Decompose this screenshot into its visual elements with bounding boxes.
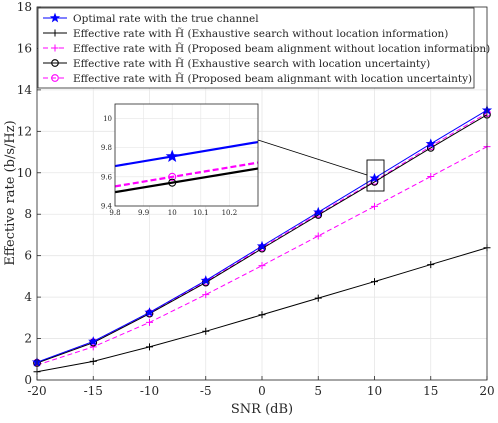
inset-plot: 9.8 9.9 10 10.1 10.2 9.4 9.6 9.8 10	[101, 103, 259, 217]
data-point	[146, 343, 153, 351]
inset-data-point	[168, 172, 177, 181]
inset-x-tick-label: 10.1	[193, 209, 209, 217]
y-tick-label: 0	[24, 373, 32, 387]
y-axis-label: Effective rate (b/s/Hz)	[3, 120, 18, 265]
data-point	[371, 278, 378, 286]
x-tick-label: 10	[367, 384, 382, 398]
legend-box	[37, 7, 475, 89]
data-point	[425, 138, 436, 149]
data-point	[258, 262, 266, 270]
inset-y-tick-label: 9.6	[101, 173, 113, 181]
inset-frame	[114, 103, 259, 207]
inset-series	[115, 140, 258, 194]
x-tick-label: 15	[423, 384, 438, 398]
data-point	[144, 307, 155, 317]
legend: Optimal rate with the true channel Effect…	[37, 7, 490, 89]
zoom-connector	[257, 139, 368, 176]
x-tick-label: -15	[84, 384, 103, 398]
x-tick-label: 5	[314, 384, 322, 398]
legend-marker	[51, 44, 59, 52]
y-tick-label: 8	[24, 207, 32, 221]
data-point	[258, 311, 266, 319]
inset-x-tick-label: 9.9	[138, 209, 149, 217]
legend-marker	[49, 12, 61, 23]
data-point	[369, 172, 380, 183]
inset-x-tick-label: 9.8	[109, 209, 120, 217]
legend-marker	[51, 74, 59, 82]
legend-label: Effective rate with H̃ (Proposed beam al…	[73, 42, 490, 55]
legend-marker	[51, 59, 59, 67]
series-line	[36, 112, 488, 364]
legend-label: Effective rate with H̃ (Exhaustive searc…	[73, 57, 430, 70]
legend-label: Effective rate with H̃ (Proposed beam al…	[73, 72, 472, 85]
data-point	[89, 343, 97, 351]
data-point	[427, 173, 435, 181]
inset-data-point	[168, 178, 177, 187]
inset-series-line	[115, 161, 258, 188]
y-tick-label: 6	[24, 249, 32, 263]
legend-label: Optimal rate with the true channel	[73, 13, 259, 25]
y-tick-label: 12	[17, 124, 32, 138]
legend-marker	[51, 29, 59, 37]
x-tick-label: -20	[27, 384, 46, 398]
data-point	[89, 357, 97, 365]
inset-y-tick-label: 10	[103, 115, 112, 123]
data-point	[202, 327, 210, 335]
inset-x-tick-label: 10	[168, 209, 177, 217]
inset-data-point	[165, 149, 179, 163]
y-tick-label: 14	[17, 83, 33, 97]
inset-y-tick-label: 9.8	[101, 144, 112, 152]
data-point	[200, 275, 211, 285]
y-tick-label: 16	[17, 41, 32, 55]
inset-series-line	[115, 167, 258, 194]
data-point	[314, 232, 322, 240]
data-point	[371, 202, 378, 210]
data-point	[202, 291, 210, 299]
inset-y-tick-label: 9.4	[101, 203, 113, 211]
x-tick-label: -10	[140, 384, 159, 398]
series-line	[36, 114, 488, 364]
zoom-box	[257, 139, 385, 192]
x-axis-label: SNR (dB)	[231, 402, 293, 417]
x-tick-label: 20	[479, 384, 494, 398]
x-tick-label: -5	[200, 384, 212, 398]
x-tick-label: 0	[258, 384, 266, 398]
inset-series-line	[115, 140, 258, 168]
series-line	[36, 146, 488, 366]
zoom-rectangle	[366, 159, 385, 192]
data-point	[146, 318, 153, 326]
data-point	[88, 336, 99, 346]
data-point	[314, 294, 322, 302]
legend-label: Effective rate with H̃ (Exhaustive searc…	[73, 27, 448, 40]
y-tick-label: 4	[24, 290, 32, 304]
data-point	[256, 240, 268, 251]
y-tick-label: 2	[24, 332, 32, 346]
y-tick-label: 10	[17, 166, 32, 180]
y-tick-label: 18	[17, 0, 32, 14]
data-point	[427, 261, 435, 269]
data-point	[313, 206, 324, 217]
inset-x-tick-label: 10.2	[222, 209, 238, 217]
